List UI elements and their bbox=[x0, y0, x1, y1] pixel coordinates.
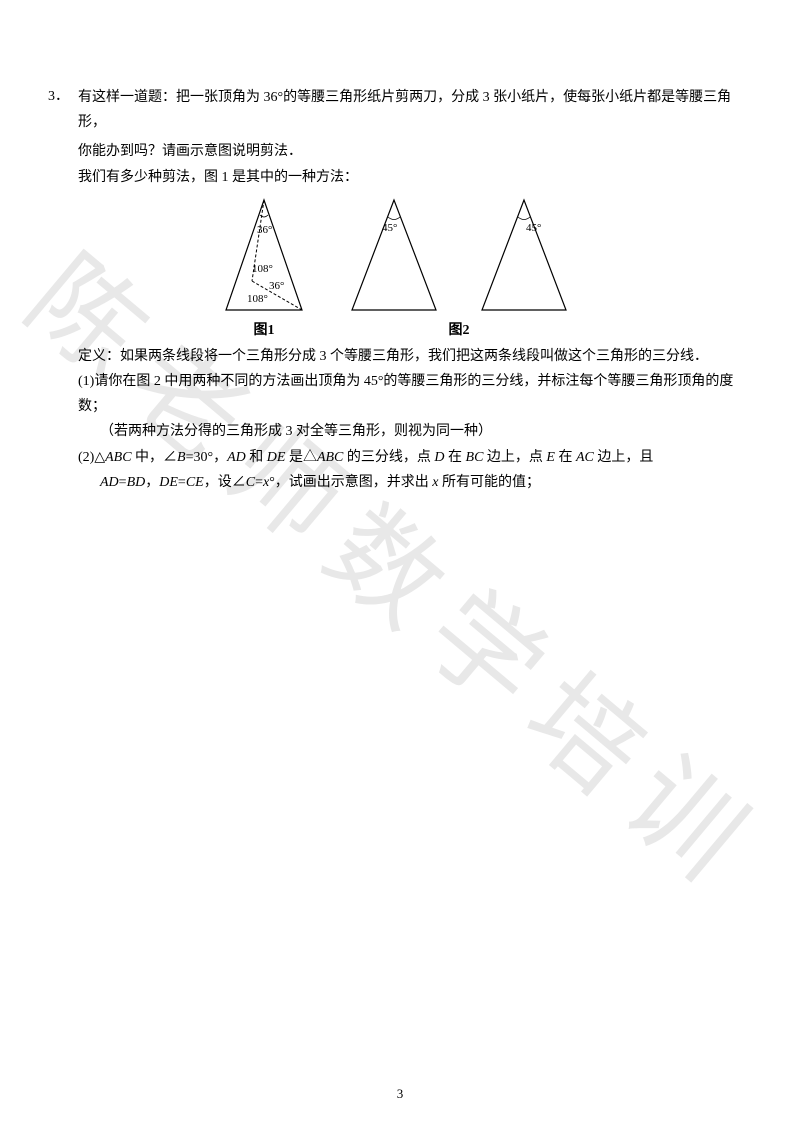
s2l2-bd: BD bbox=[127, 475, 146, 490]
s2l2-c1: ， bbox=[145, 475, 159, 490]
s2-abc2: ABC bbox=[317, 450, 343, 465]
fig1-36-label: 36° bbox=[269, 280, 284, 292]
page-number: 3 bbox=[397, 1086, 404, 1102]
fig1-apex-label: 36° bbox=[257, 224, 272, 236]
fig2b-apex-label: 45° bbox=[526, 222, 541, 234]
figure-2-label: 图2 bbox=[449, 319, 470, 339]
s2-m9: 边上，且 bbox=[594, 450, 654, 465]
s2-d: D bbox=[434, 450, 444, 465]
figure-2a-svg: 45° bbox=[344, 195, 444, 315]
fig2a-apex-label: 45° bbox=[382, 222, 397, 234]
s2l2-end: °，试画出示意图，并求出 bbox=[269, 475, 432, 490]
s2l2-de: DE bbox=[159, 475, 178, 490]
sub-question-2-line1: (2)△ABC 中，∠B=30°，AD 和 DE 是△ABC 的三分线，点 D … bbox=[78, 445, 740, 470]
question-line-3: 我们有多少种剪法，图 1 是其中的一种方法： bbox=[78, 165, 740, 190]
figure-1-block: 36° 108° 36° 108° 图1 bbox=[214, 195, 314, 339]
question-number: 3． bbox=[48, 85, 78, 135]
figure-2b-svg: 45° bbox=[474, 195, 574, 315]
page-content: 3． 有这样一道题：把一张顶角为 36°的等腰三角形纸片剪两刀，分成 3 张小纸… bbox=[48, 85, 740, 495]
sub-question-1: (1)请你在图 2 中用两种不同的方法画出顶角为 45°的等腰三角形的三分线，并… bbox=[78, 369, 740, 419]
s2-m1: 中，∠ bbox=[132, 450, 178, 465]
figure-2-pair: 45° 45° bbox=[344, 195, 574, 315]
s2-b: B bbox=[177, 450, 186, 465]
definition-line: 定义：如果两条线段将一个三角形分成 3 个等腰三角形，我们把这两条线段叫做这个三… bbox=[78, 344, 740, 369]
s2-m7: 边上，点 bbox=[483, 450, 546, 465]
s2l2-ad: AD bbox=[100, 475, 119, 490]
s2-ad: AD bbox=[227, 450, 246, 465]
sub-question-2-line2: AD=BD，DE=CE，设∠C=x°，试画出示意图，并求出 x 所有可能的值； bbox=[100, 470, 740, 495]
s2-m6: 在 bbox=[445, 450, 466, 465]
s2-ac: AC bbox=[576, 450, 594, 465]
question-line-1: 有这样一道题：把一张顶角为 36°的等腰三角形纸片剪两刀，分成 3 张小纸片，使… bbox=[78, 85, 740, 135]
s2-m4: 是△ bbox=[285, 450, 317, 465]
s2l2-eq2: = bbox=[178, 475, 186, 490]
question-line-2: 你能办到吗？请画示意图说明剪法． bbox=[78, 139, 740, 164]
figure-2-block: 45° 45° 图2 bbox=[344, 195, 574, 339]
figures-row: 36° 108° 36° 108° 图1 45° 45° 图2 bbox=[48, 195, 740, 339]
s2-e: E bbox=[546, 450, 555, 465]
s2-m2: =30°， bbox=[186, 450, 228, 465]
s2l2-ce: CE bbox=[186, 475, 204, 490]
s2l2-eq3: = bbox=[255, 475, 263, 490]
s2-abc: ABC bbox=[105, 450, 131, 465]
s2l2-c2: ，设∠ bbox=[204, 475, 246, 490]
s2l2-eq1: = bbox=[119, 475, 127, 490]
s2-m5: 的三分线，点 bbox=[343, 450, 434, 465]
fig1-108-label: 108° bbox=[252, 263, 273, 275]
s2-de: DE bbox=[267, 450, 286, 465]
s2l2-tail: 所有可能的值； bbox=[439, 475, 541, 490]
question-header: 3． 有这样一道题：把一张顶角为 36°的等腰三角形纸片剪两刀，分成 3 张小纸… bbox=[48, 85, 740, 135]
figure-1-svg: 36° 108° 36° 108° bbox=[214, 195, 314, 315]
fig1-108b-label: 108° bbox=[247, 293, 268, 305]
sub-question-1-note: （若两种方法分得的三角形成 3 对全等三角形，则视为同一种） bbox=[100, 419, 740, 444]
figure-1-label: 图1 bbox=[254, 319, 275, 339]
s2-prefix: (2)△ bbox=[78, 450, 105, 465]
s2-m8: 在 bbox=[555, 450, 576, 465]
s2l2-c: C bbox=[246, 475, 255, 490]
s2-m3: 和 bbox=[246, 450, 267, 465]
s2-bc: BC bbox=[466, 450, 484, 465]
